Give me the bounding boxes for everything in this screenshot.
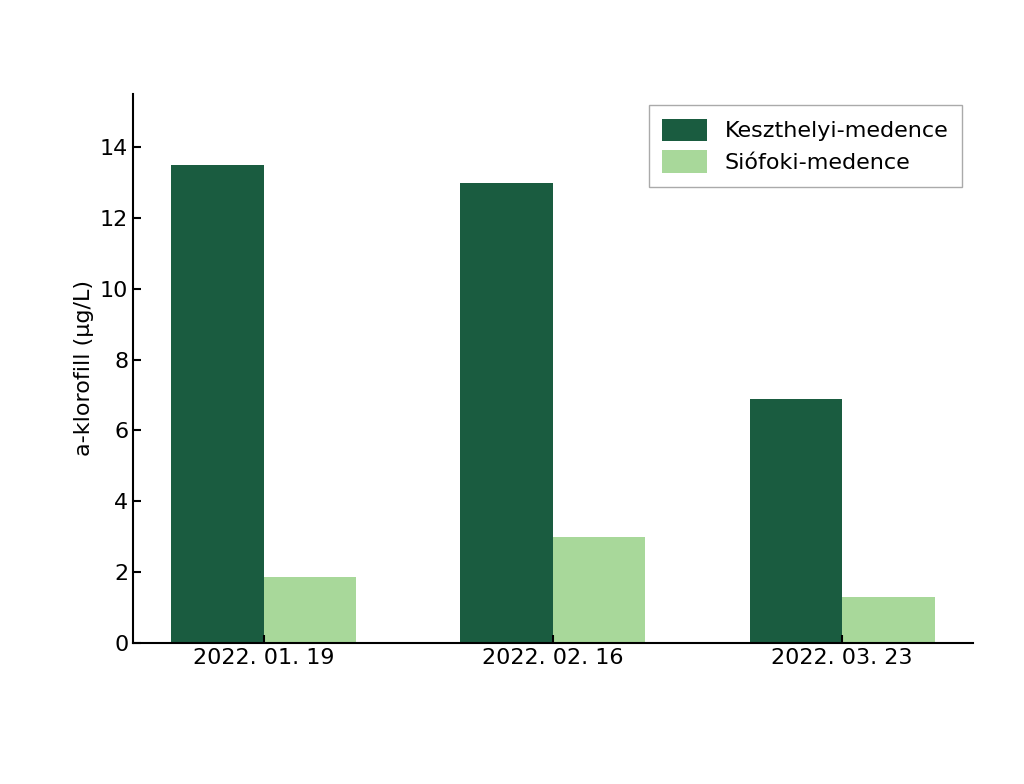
Bar (171, 165, 264, 643)
Bar (461, 183, 553, 643)
Legend: Keszthelyi-medence, Siófoki-medence: Keszthelyi-medence, Siófoki-medence (649, 105, 962, 187)
Bar (264, 577, 356, 643)
Bar (553, 537, 645, 643)
Bar (750, 398, 842, 643)
Bar (842, 597, 935, 643)
Y-axis label: a-klorofill (μg/L): a-klorofill (μg/L) (75, 281, 94, 456)
